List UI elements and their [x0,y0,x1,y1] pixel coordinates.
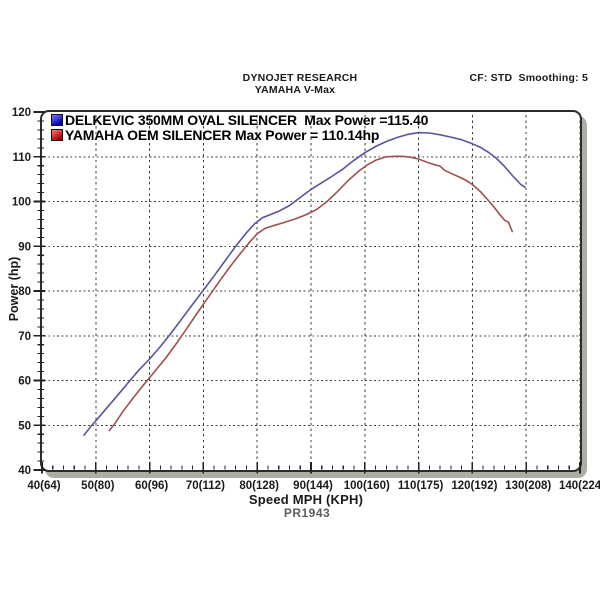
x-tick-label: 60(96) [135,480,168,492]
y-tick-label: 70 [18,331,31,343]
x-tick-label: 100(160) [344,480,390,492]
y-tick-label: 40 [18,465,31,477]
power-curve-delkevic-350mm-oval-silencer [83,131,526,436]
x-tick-label: 70(112) [186,480,225,492]
chart-legend: DELKEVIC 350MM OVAL SILENCER Max Power =… [51,113,428,143]
y-tick-label: 120 [12,107,31,119]
x-tick-label: 130(208) [505,480,551,492]
y-axis-title: Power (hp) [7,256,21,322]
legend-swatch-red-icon [51,129,63,141]
x-tick-label: 140(224) [559,480,600,492]
x-tick-label: 80(128) [239,480,279,492]
legend-swatch-blue-icon [51,114,63,126]
y-tick-label: 110 [12,152,31,164]
x-axis-title: Speed MPH (KPH) [248,492,364,507]
run-id-text: PR1943 [283,506,331,520]
x-tick-label: 40(64) [27,480,60,492]
chart-title-company: DYNOJET RESEARCH [242,72,358,84]
y-tick-label: 60 [18,376,31,388]
power-curve-yamaha-oem-silencer [108,155,514,432]
x-tick-label: 120(192) [451,480,497,492]
x-tick-label: 110(175) [398,480,444,492]
y-tick-label: 80 [18,286,31,298]
x-tick-label: 90(144) [293,480,333,492]
x-tick-label: 50(80) [81,480,114,492]
legend-label-yamaha-oem: YAMAHA OEM SILENCER Max Power = 110.14hp [65,127,380,143]
chart-settings-text: CF: STD Smoothing: 5 [469,72,588,84]
chart-subtitle-vehicle: YAMAHA V-Max [254,84,336,96]
legend-row-delkevic: DELKEVIC 350MM OVAL SILENCER Max Power =… [51,113,428,128]
y-tick-label: 100 [12,197,31,209]
legend-row-yamaha-oem: YAMAHA OEM SILENCER Max Power = 110.14hp [51,128,428,143]
legend-label-delkevic: DELKEVIC 350MM OVAL SILENCER Max Power =… [65,112,429,128]
y-tick-label: 90 [18,241,31,253]
y-tick-label: 50 [18,420,31,432]
